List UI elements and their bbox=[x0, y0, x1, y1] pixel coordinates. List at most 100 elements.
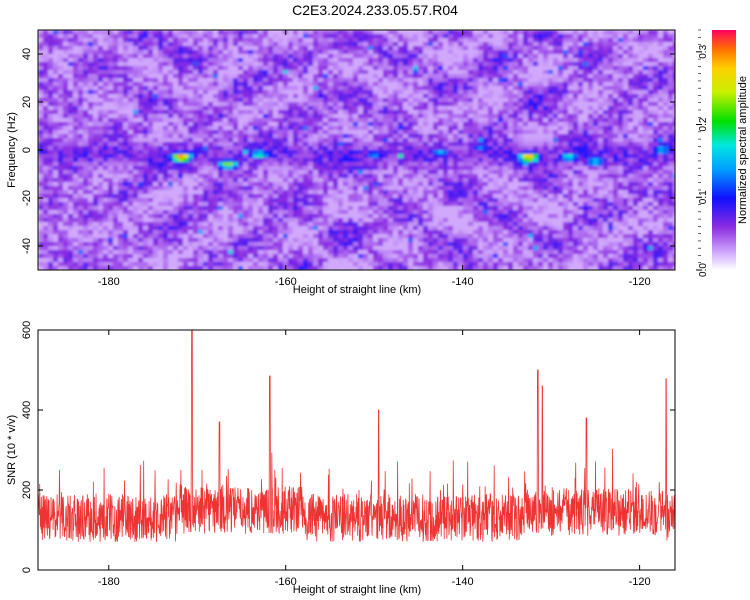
heatmap-cell bbox=[648, 38, 654, 43]
heatmap-cell bbox=[168, 114, 174, 119]
heatmap-cell bbox=[368, 134, 374, 139]
heatmap-cell bbox=[123, 174, 129, 179]
heatmap-cell bbox=[453, 170, 459, 175]
heatmap-cell bbox=[58, 118, 64, 123]
heatmap-cell bbox=[343, 170, 349, 175]
heatmap-cell bbox=[643, 38, 649, 43]
heatmap-cell bbox=[63, 90, 69, 95]
heatmap-cell bbox=[98, 110, 104, 115]
heatmap-cell bbox=[628, 94, 634, 99]
heatmap-cell bbox=[103, 70, 109, 75]
heatmap-cell bbox=[293, 82, 299, 87]
heatmap-cell bbox=[593, 50, 599, 55]
heatmap-cell bbox=[98, 74, 104, 79]
heatmap-cell bbox=[638, 162, 644, 167]
heatmap-cell bbox=[198, 86, 204, 91]
heatmap-cell bbox=[163, 166, 169, 171]
heatmap-cell bbox=[308, 178, 314, 183]
heatmap-cell bbox=[153, 42, 159, 47]
heatmap-cell bbox=[553, 38, 559, 43]
heatmap-cell bbox=[493, 154, 499, 159]
heatmap-cell bbox=[388, 126, 394, 131]
heatmap-cell bbox=[483, 42, 489, 47]
heatmap-cell bbox=[398, 50, 404, 55]
heatmap-cell bbox=[268, 66, 274, 71]
heatmap-cell bbox=[143, 122, 149, 127]
heatmap-cell bbox=[658, 70, 664, 75]
heatmap-cell bbox=[483, 130, 489, 135]
heatmap-cell bbox=[658, 178, 664, 183]
heatmap-cell bbox=[148, 182, 154, 187]
heatmap-cell bbox=[473, 94, 479, 99]
heatmap-cell bbox=[538, 30, 544, 35]
heatmap-cell bbox=[188, 102, 194, 107]
heatmap-cell bbox=[293, 174, 299, 179]
heatmap-cell bbox=[258, 130, 264, 135]
heatmap-cell bbox=[413, 66, 419, 71]
heatmap-cell bbox=[498, 170, 504, 175]
heatmap-cell bbox=[453, 126, 459, 131]
heatmap-cell bbox=[368, 74, 374, 79]
heatmap-cell bbox=[468, 38, 474, 43]
heatmap-cell bbox=[513, 74, 519, 79]
heatmap-cell bbox=[103, 50, 109, 55]
heatmap-cell bbox=[103, 130, 109, 135]
heatmap-cell bbox=[448, 74, 454, 79]
heatmap-cell bbox=[658, 46, 664, 51]
heatmap-cell bbox=[363, 30, 369, 35]
heatmap-cell bbox=[338, 130, 344, 135]
heatmap-cell bbox=[48, 50, 54, 55]
heatmap-cell bbox=[513, 118, 519, 123]
heatmap-cell bbox=[263, 122, 269, 127]
heatmap-cell bbox=[353, 86, 359, 91]
heatmap-cell bbox=[528, 166, 534, 171]
heatmap-cell bbox=[48, 122, 54, 127]
heatmap-cell bbox=[638, 58, 644, 63]
heatmap-cell bbox=[318, 130, 324, 135]
heatmap-cell bbox=[63, 174, 69, 179]
heatmap-cell bbox=[58, 142, 64, 147]
heatmap-cell bbox=[323, 30, 329, 35]
heatmap-cell bbox=[73, 86, 79, 91]
heatmap-cell bbox=[378, 38, 384, 43]
heatmap-cell bbox=[573, 74, 579, 79]
heatmap-cell bbox=[233, 54, 239, 59]
heatmap-cell bbox=[93, 82, 99, 87]
heatmap-cell bbox=[273, 110, 279, 115]
heatmap-cell bbox=[108, 102, 114, 107]
heatmap-cell bbox=[43, 70, 49, 75]
heatmap-cell bbox=[433, 146, 439, 151]
heatmap-cell bbox=[233, 94, 239, 99]
heatmap-cell bbox=[253, 74, 259, 79]
heatmap-cell bbox=[383, 138, 389, 143]
heatmap-cell bbox=[498, 114, 504, 119]
heatmap-cell bbox=[493, 138, 499, 143]
heatmap-cell bbox=[528, 102, 534, 107]
heatmap-cell bbox=[148, 34, 154, 39]
heatmap-cell bbox=[223, 66, 229, 71]
heatmap-cell bbox=[313, 82, 319, 87]
heatmap-cell bbox=[533, 170, 539, 175]
heatmap-cell bbox=[643, 150, 649, 155]
heatmap-cell bbox=[68, 138, 74, 143]
heatmap-cell bbox=[303, 70, 309, 75]
heatmap-cell bbox=[173, 170, 179, 175]
heatmap-cell bbox=[673, 102, 675, 107]
heatmap-cell bbox=[478, 150, 484, 155]
heatmap-cell bbox=[88, 30, 94, 35]
heatmap-cell bbox=[503, 70, 509, 75]
heatmap-cell bbox=[58, 74, 64, 79]
heatmap-cell bbox=[418, 78, 424, 83]
heatmap-cell bbox=[318, 122, 324, 127]
heatmap-cell bbox=[538, 126, 544, 131]
heatmap-cell bbox=[168, 38, 174, 43]
heatmap-cell bbox=[98, 142, 104, 147]
heatmap-cell bbox=[158, 106, 164, 111]
heatmap-cell bbox=[473, 150, 479, 155]
heatmap-cell bbox=[588, 162, 594, 167]
heatmap-cell bbox=[423, 178, 429, 183]
heatmap-cell bbox=[623, 158, 629, 163]
heatmap-cell bbox=[388, 158, 394, 163]
heatmap-cell bbox=[113, 130, 119, 135]
heatmap-cell bbox=[233, 102, 239, 107]
